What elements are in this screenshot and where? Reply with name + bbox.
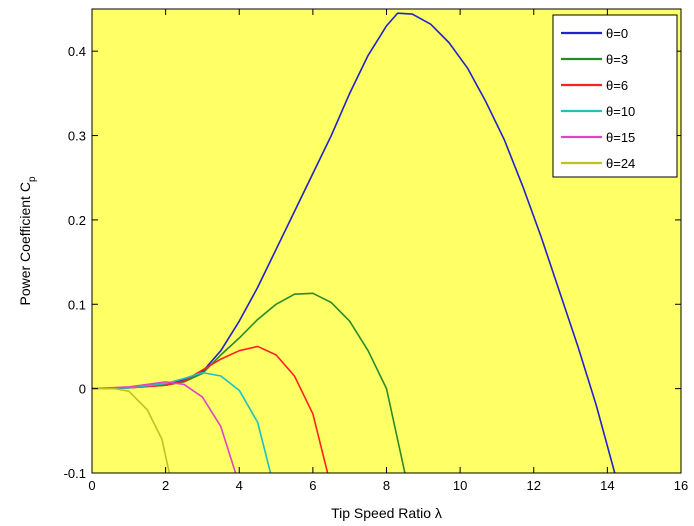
series-line-3 bbox=[92, 371, 272, 473]
y-axis-label: Power Coefficient Cp bbox=[17, 176, 38, 305]
legend-label-5: θ=24 bbox=[606, 156, 635, 171]
x-tick-label: 2 bbox=[162, 478, 169, 493]
x-tick-label: 8 bbox=[383, 478, 390, 493]
y-tick-label: 0.2 bbox=[68, 213, 86, 228]
y-tick-label: 0.3 bbox=[68, 129, 86, 144]
x-axis-label: Tip Speed Ratio λ bbox=[331, 505, 442, 521]
legend-box bbox=[552, 14, 678, 178]
ticks-layer: 0 2 4 6 8 10 12 14 16-0.100.10.20.30.4 bbox=[64, 9, 688, 493]
y-tick-label: -0.1 bbox=[64, 466, 86, 481]
x-tick-label: 14 bbox=[600, 478, 614, 493]
x-tick-label: 4 bbox=[236, 478, 243, 493]
y-tick-label: 0.1 bbox=[68, 297, 86, 312]
legend-label-2: θ=6 bbox=[606, 78, 628, 93]
series-layer bbox=[92, 12, 616, 473]
series-line-5 bbox=[92, 387, 171, 473]
series-line-0 bbox=[92, 12, 616, 473]
series-line-2 bbox=[92, 345, 329, 473]
x-tick-label: 0 bbox=[88, 478, 95, 493]
legend: θ=0 θ=3 θ=6 θ=10 θ=15 θ=24 bbox=[552, 14, 678, 178]
legend-label-4: θ=15 bbox=[606, 130, 635, 145]
legend-label-0: θ=0 bbox=[606, 26, 628, 41]
legend-label-3: θ=10 bbox=[606, 104, 635, 119]
series-line-4 bbox=[92, 381, 237, 473]
x-tick-label: 10 bbox=[453, 478, 467, 493]
y-tick-label: 0 bbox=[79, 382, 86, 397]
x-tick-label: 16 bbox=[674, 478, 688, 493]
y-axis-label-main: Power Coefficient C bbox=[17, 182, 33, 305]
x-tick-label: 6 bbox=[309, 478, 316, 493]
y-axis-label-subscript: p bbox=[27, 176, 38, 182]
legend-label-1: θ=3 bbox=[606, 52, 628, 67]
y-tick-label: 0.4 bbox=[68, 44, 86, 59]
x-tick-label: 12 bbox=[527, 478, 541, 493]
